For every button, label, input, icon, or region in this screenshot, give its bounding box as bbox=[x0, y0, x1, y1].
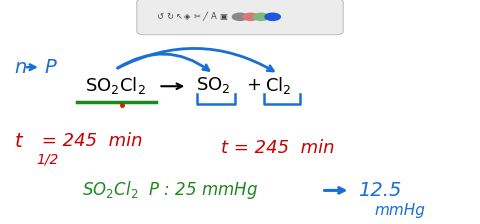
Text: ▣: ▣ bbox=[219, 12, 227, 21]
Text: ╱: ╱ bbox=[203, 12, 207, 22]
Text: SO$_2$Cl$_2$  P : 25 mmHg: SO$_2$Cl$_2$ P : 25 mmHg bbox=[82, 179, 258, 201]
Text: ↖: ↖ bbox=[176, 12, 182, 21]
Text: ↺: ↺ bbox=[156, 12, 163, 21]
Text: mmHg: mmHg bbox=[374, 203, 425, 218]
Text: P: P bbox=[44, 58, 56, 77]
Text: t: t bbox=[14, 132, 22, 151]
Circle shape bbox=[265, 13, 280, 20]
Text: ↻: ↻ bbox=[166, 12, 173, 21]
Circle shape bbox=[253, 13, 269, 20]
Text: 12.5: 12.5 bbox=[358, 181, 401, 200]
FancyBboxPatch shape bbox=[137, 0, 343, 35]
Text: SO$_2$: SO$_2$ bbox=[196, 75, 231, 95]
Text: A: A bbox=[211, 12, 216, 21]
Text: t = 245  min: t = 245 min bbox=[221, 139, 334, 157]
Text: SO$_2$Cl$_2$: SO$_2$Cl$_2$ bbox=[85, 75, 145, 96]
Circle shape bbox=[243, 13, 258, 20]
Text: ◈: ◈ bbox=[184, 12, 191, 21]
Text: = 245  min: = 245 min bbox=[36, 132, 143, 150]
Text: 1/2: 1/2 bbox=[36, 152, 59, 166]
Circle shape bbox=[232, 13, 248, 20]
Text: Cl$_2$: Cl$_2$ bbox=[265, 75, 292, 96]
Text: ✂: ✂ bbox=[193, 12, 200, 21]
Text: +: + bbox=[246, 76, 261, 94]
Text: n: n bbox=[14, 58, 27, 77]
